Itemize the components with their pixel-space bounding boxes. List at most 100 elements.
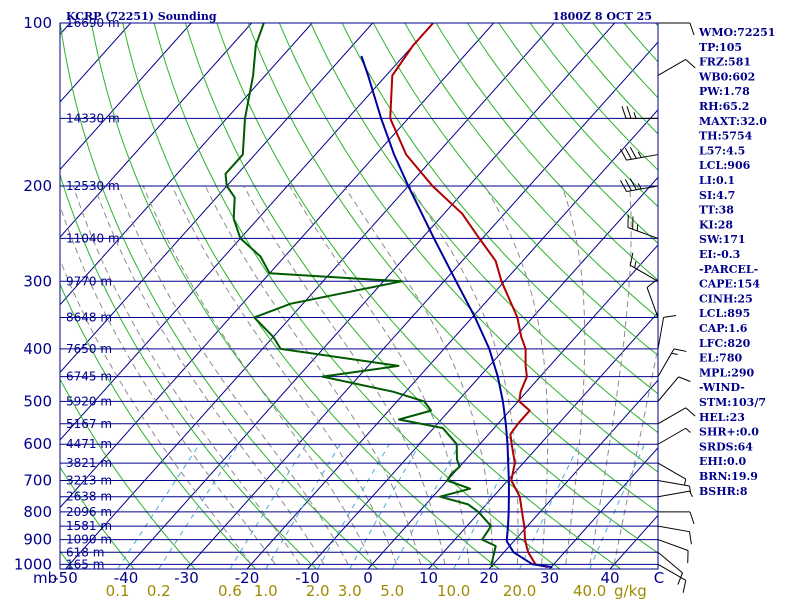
pressure-tick-label: 700 xyxy=(23,471,52,489)
pressure-unit-label: mb xyxy=(33,569,57,587)
isotherm-line xyxy=(60,23,253,238)
pressure-tick-label: 500 xyxy=(23,392,52,410)
index-entry: TT:38 xyxy=(699,204,734,217)
index-entry: RH:65.2 xyxy=(699,100,749,113)
index-entry: LFC:820 xyxy=(699,337,751,350)
index-entry: BSHR:8 xyxy=(699,485,748,498)
moist-adiabat-line xyxy=(93,185,325,565)
wind-barb xyxy=(629,252,659,282)
index-entry: MAXT:32.0 xyxy=(699,115,767,128)
mixing-ratio-unit-label: g/kg xyxy=(614,582,647,600)
index-entry: STM:103/7 xyxy=(699,396,766,409)
wind-barb xyxy=(657,407,696,425)
mixing-ratio-line xyxy=(229,443,307,569)
isotherm-line xyxy=(488,379,658,569)
height-level-label: 3213 m xyxy=(66,473,112,487)
mixing-ratio-tick-label: 40.0 xyxy=(573,582,606,600)
dry-adiabat-line xyxy=(781,23,800,569)
mixing-ratio-line xyxy=(349,443,420,569)
pressure-tick-label: 600 xyxy=(23,435,52,453)
height-labels: 16690 m 14330 m 12530 m 11040 m 9770 m 8648 m… xyxy=(66,16,120,571)
dry-adiabat-line xyxy=(60,173,317,569)
temperature-unit-label: C xyxy=(654,569,664,587)
index-entry: HEL:23 xyxy=(699,411,745,424)
index-entry: EI:-0.3 xyxy=(699,248,740,261)
pressure-tick-label: 300 xyxy=(23,272,52,290)
isotherm-line xyxy=(60,23,495,509)
isotherm-line xyxy=(549,447,658,569)
mixing-ratio-line xyxy=(317,443,390,569)
wind-barb xyxy=(620,147,659,161)
moist-adiabat-line xyxy=(60,204,276,565)
wind-barb xyxy=(657,551,683,585)
height-level-label: 5920 m xyxy=(66,394,112,408)
height-level-label: 8648 m xyxy=(66,311,112,325)
index-entry: SI:4.7 xyxy=(699,189,735,202)
index-entry: CAP:1.6 xyxy=(699,322,748,335)
index-entry: PW:1.78 xyxy=(699,85,750,98)
dry-adiabat-line xyxy=(467,23,658,244)
station-title: KCRP (72251) Sounding xyxy=(66,10,217,23)
index-entry: LI:0.1 xyxy=(699,174,735,187)
height-level-label: 6745 m xyxy=(66,370,112,384)
index-entry: L57:4.5 xyxy=(699,144,745,157)
dry-adiabat-line xyxy=(435,23,658,281)
dry-adiabat-line xyxy=(60,23,378,569)
temperature-tick-label: 10 xyxy=(419,569,438,587)
wind-barb xyxy=(657,525,692,545)
height-level-label: 618 m xyxy=(66,545,104,559)
wind-barb xyxy=(657,539,689,564)
dry-adiabat-line xyxy=(216,23,658,554)
index-entry: LCL:895 xyxy=(699,307,750,320)
dry-adiabat-line xyxy=(60,378,196,569)
wind-barb xyxy=(657,315,677,350)
dry-adiabat-line xyxy=(750,23,800,569)
height-level-label: 2096 m xyxy=(66,505,112,519)
dry-adiabat-line xyxy=(278,23,658,473)
height-level-label: 1581 m xyxy=(66,519,112,533)
temperature-tick-label: 20 xyxy=(479,569,498,587)
index-entry: FRZ:581 xyxy=(699,56,751,69)
temperature-tick-label: 30 xyxy=(540,569,559,587)
isotherm-line xyxy=(60,23,192,171)
temperature-tick-label: -50 xyxy=(53,569,78,587)
height-level-label: 9770 m xyxy=(66,274,112,288)
index-entry: -PARCEL- xyxy=(699,263,758,276)
valid-time: 1800Z 8 OCT 25 xyxy=(552,10,652,23)
isotherm-line xyxy=(186,41,658,569)
mixing-ratio-line xyxy=(117,443,200,569)
mixing-ratio-tick-label: 5.0 xyxy=(380,582,404,600)
wind-barb xyxy=(621,106,658,119)
height-level-label: 11040 m xyxy=(66,231,120,245)
temperature-tick-label: -10 xyxy=(295,569,320,587)
plot-frame xyxy=(59,22,659,570)
pressure-tick-label: 400 xyxy=(23,340,52,358)
height-level-label: 7650 m xyxy=(66,342,112,356)
isobar-lines xyxy=(60,22,658,565)
index-entry: MPL:290 xyxy=(699,366,755,379)
dry-adiabat-line xyxy=(310,23,658,434)
mixing-ratio-tick-label: 1.0 xyxy=(254,582,278,600)
index-entry: CINH:25 xyxy=(699,292,753,305)
wind-barb xyxy=(657,490,693,498)
dry-adiabat-line xyxy=(153,23,561,569)
pressure-tick-label: 200 xyxy=(23,177,52,195)
dry-adiabat-line xyxy=(341,23,658,395)
height-level-label: 12530 m xyxy=(66,179,120,193)
temperature-axis-labels: -50 -40 -30 -20 -10 0 10 20 30 40 xyxy=(53,569,619,587)
pressure-tick-label: 900 xyxy=(23,531,52,549)
height-level-label: 2638 m xyxy=(66,490,112,504)
index-entry: TH:5754 xyxy=(699,130,753,143)
moist-adiabat-line xyxy=(243,185,446,565)
pressure-axis-labels: 100 200 300 400 500 600 700 800 900 1000 xyxy=(14,14,52,573)
index-entry: EHI:0.0 xyxy=(699,455,746,468)
index-entry: BRN:19.9 xyxy=(699,470,758,483)
wind-barb xyxy=(658,22,695,36)
dry-adiabat-line xyxy=(60,466,135,569)
moist-adiabat-line xyxy=(72,185,301,565)
pressure-tick-label: 1000 xyxy=(14,555,52,573)
index-entry: SRDS:64 xyxy=(699,440,753,453)
mixing-ratio-tick-label: 0.2 xyxy=(147,582,171,600)
height-level-label: 16690 m xyxy=(66,16,120,30)
